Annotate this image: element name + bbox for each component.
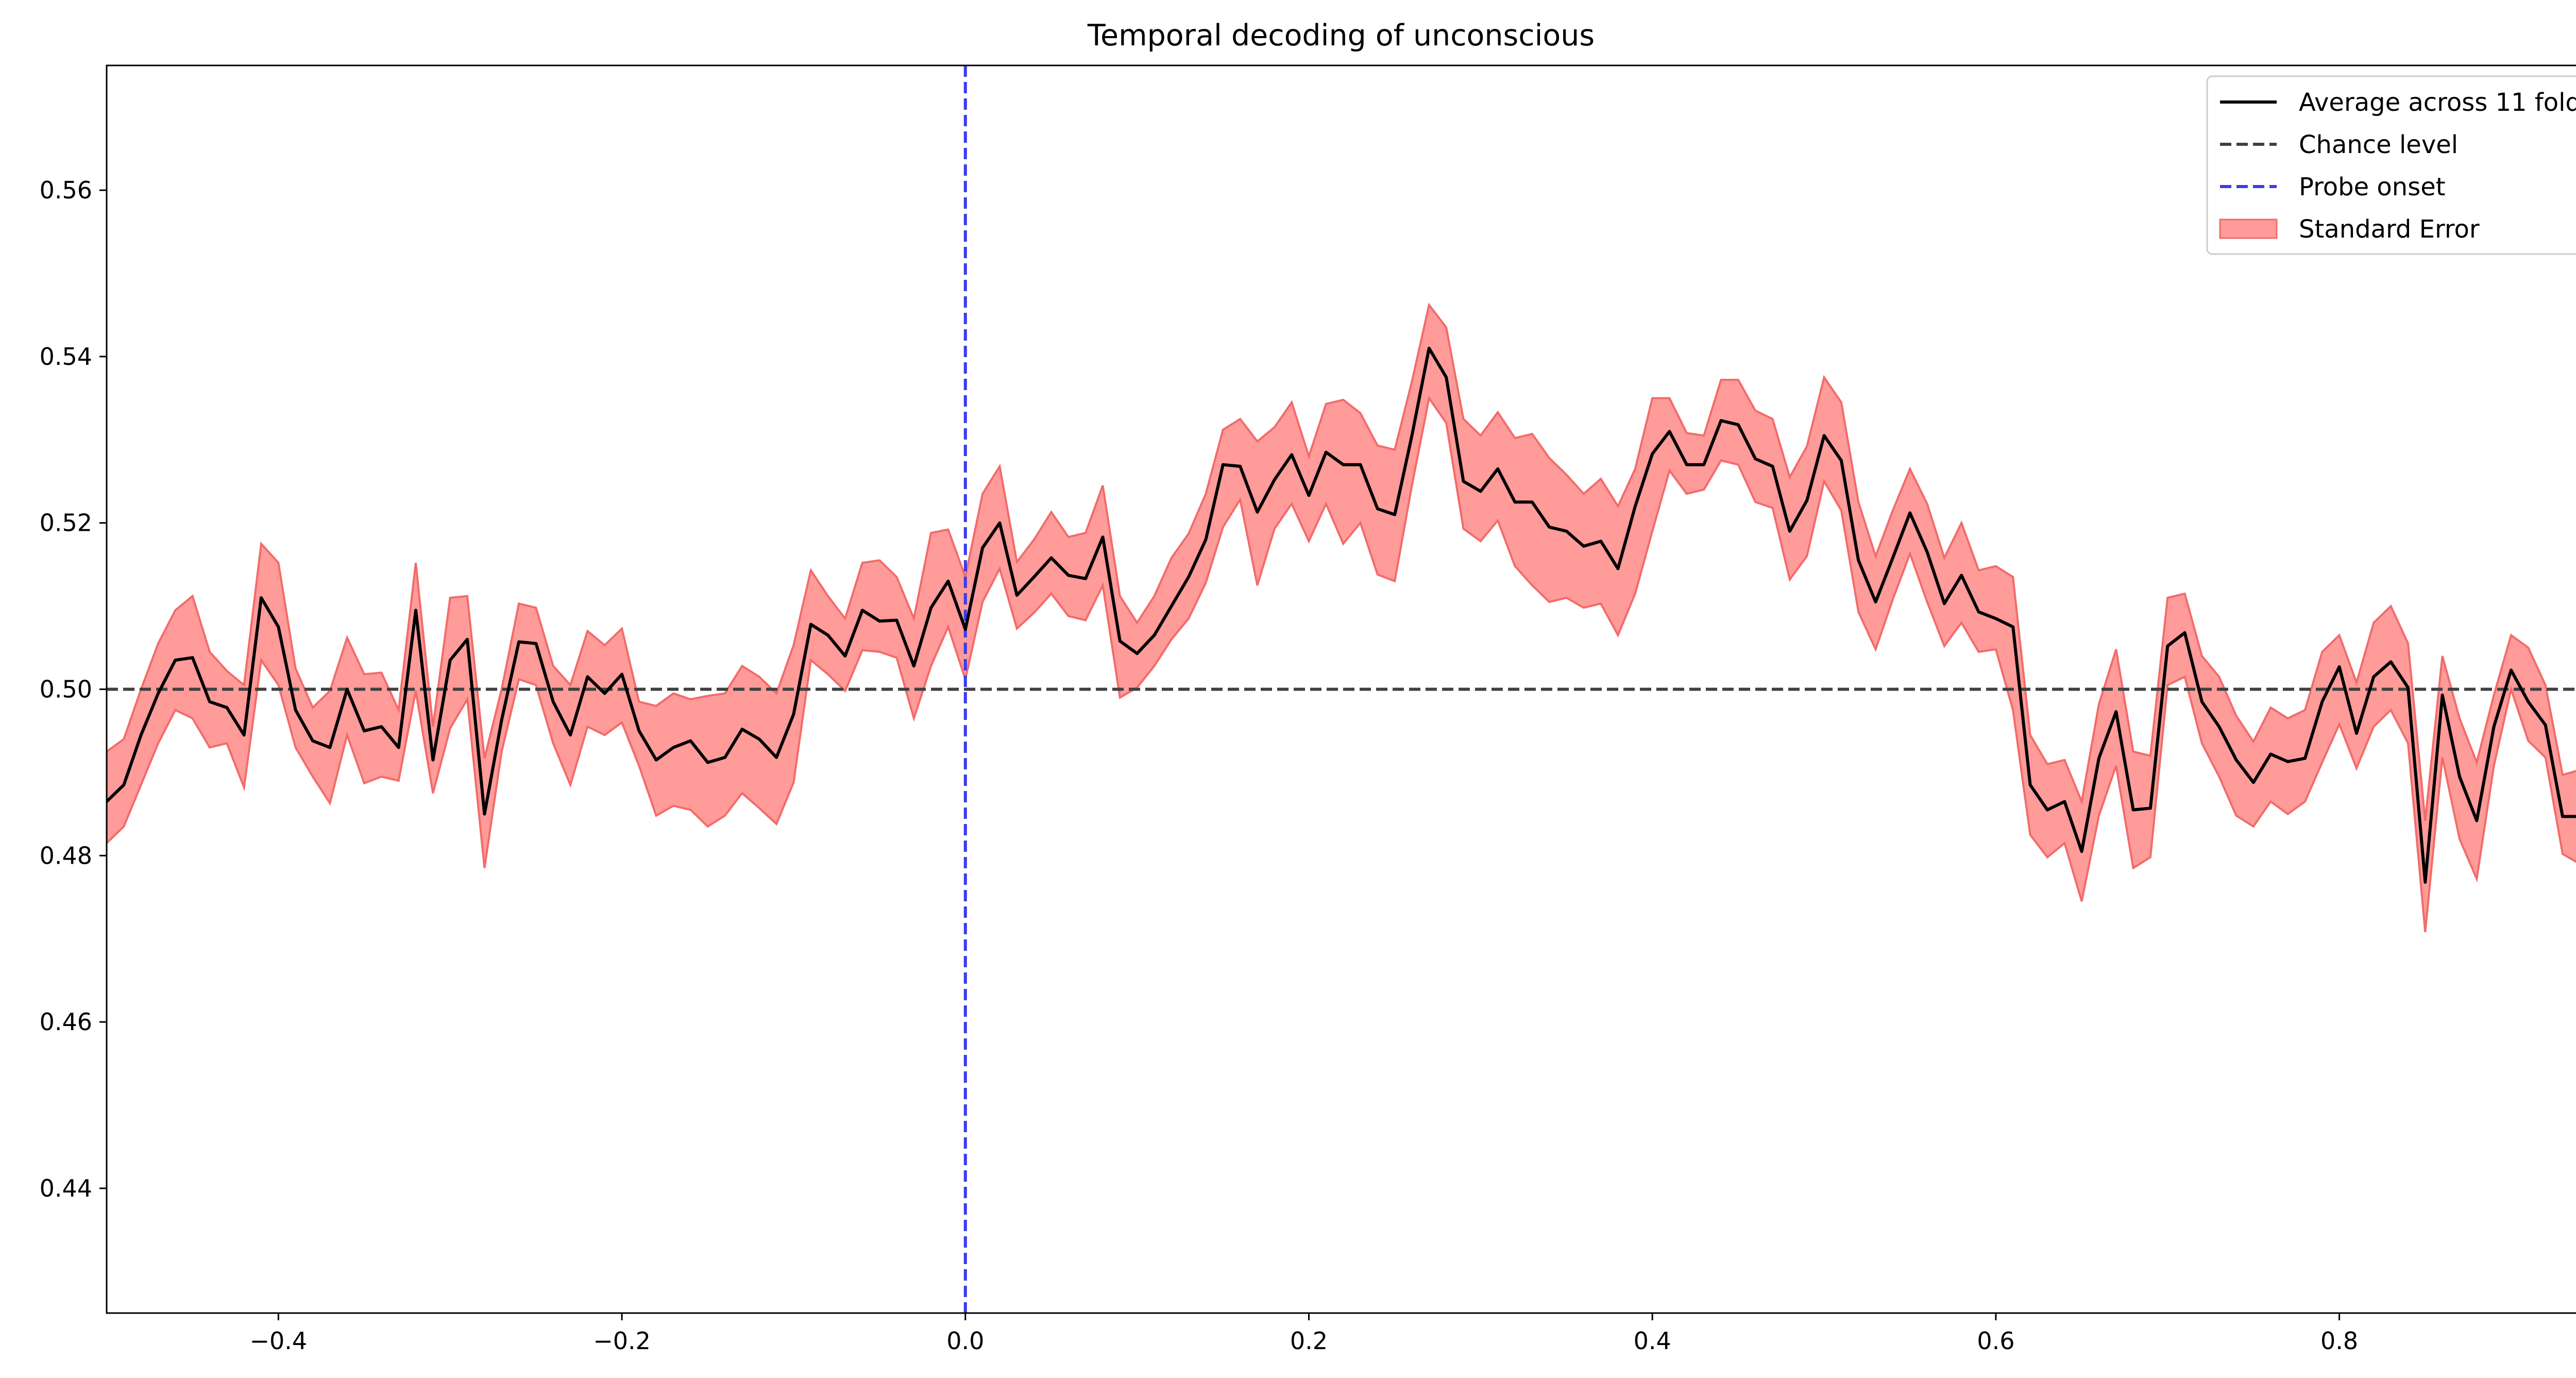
average-line	[107, 346, 2576, 884]
plot-inner	[107, 65, 2576, 1313]
y-tick-label: 0.46	[40, 1008, 92, 1036]
legend-label: Chance level	[2299, 130, 2458, 159]
legend: Average across 11 folds Chance level Probe…	[2206, 75, 2576, 255]
legend-label: Average across 11 folds	[2299, 88, 2576, 117]
plot-area	[107, 65, 2576, 1313]
chart-title: Temporal decoding of unconscious	[1087, 19, 1595, 53]
y-tick-label: 0.54	[40, 343, 92, 371]
axes: −0.4 −0.2 0.0 0.2 0.4 0.6 0.8 0.44 0.46 0.48 0.50 0…	[40, 64, 2576, 1355]
x-tick-label: 0.2	[1290, 1327, 1328, 1355]
y-tick-label: 0.52	[40, 509, 92, 537]
legend-label: Standard Error	[2299, 215, 2480, 244]
y-tick-label: 0.44	[40, 1174, 92, 1202]
x-tick-label: 0.8	[2320, 1327, 2358, 1355]
x-tick-label: 0.6	[1977, 1327, 2014, 1355]
x-tick-label: −0.4	[250, 1327, 308, 1355]
legend-swatch-standard-error	[2219, 219, 2278, 239]
y-tick-label: 0.50	[40, 676, 92, 703]
legend-label: Probe onset	[2299, 173, 2446, 201]
x-tick-label: 0.0	[946, 1327, 984, 1355]
y-tick-label: 0.56	[40, 176, 92, 204]
x-tick-label: 0.4	[1634, 1327, 1671, 1355]
legend-box	[2206, 75, 2576, 255]
x-tick-label: −0.2	[593, 1327, 651, 1355]
y-tick-label: 0.48	[40, 842, 92, 869]
